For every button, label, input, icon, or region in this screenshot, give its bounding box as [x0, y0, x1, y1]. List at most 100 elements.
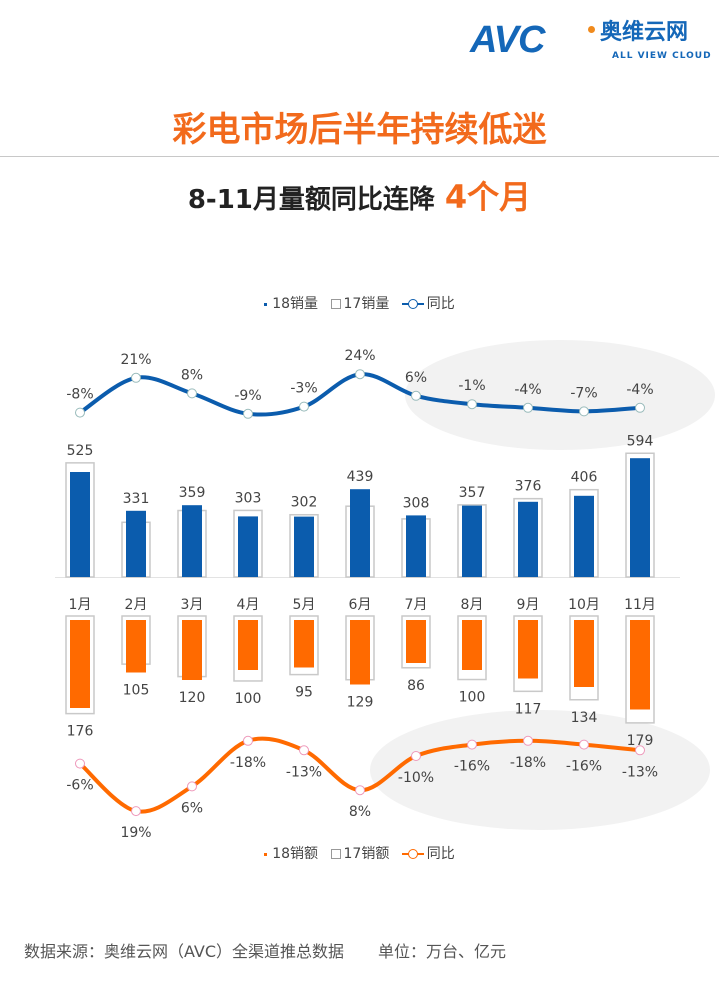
yoy-point: [187, 781, 197, 792]
value-label: 117: [515, 701, 542, 717]
footer: 数据来源：奥维云网（AVC）全渠道推总数据 单位：万台、亿元: [24, 942, 506, 962]
yoy-label: 19%: [120, 825, 151, 841]
yoy-label: 8%: [349, 804, 371, 820]
logo-cn: 奥维云网: [600, 20, 689, 45]
yoy-point: [579, 406, 589, 417]
month-label: 11月: [624, 597, 656, 613]
value-label: 357: [459, 485, 486, 501]
subtitle-highlight: 4个月: [444, 178, 532, 216]
value-label: 302: [291, 495, 318, 511]
highlight-ellipse: [370, 710, 710, 830]
value-label: 359: [179, 485, 206, 501]
legend-label: 18销额: [272, 846, 319, 862]
legend-item-18-volume: 18销量: [264, 296, 318, 312]
yoy-label: -1%: [458, 378, 485, 394]
line-marker-icon: [401, 849, 424, 859]
yoy-point: [467, 739, 477, 750]
bar-18-volume: [574, 495, 594, 577]
legend-label: 同比: [426, 846, 455, 862]
month-label: 8月: [461, 597, 484, 613]
bar-18-volume: [238, 516, 258, 577]
value-label: 100: [459, 690, 486, 706]
yoy-point: [523, 735, 533, 746]
yoy-point: [523, 402, 533, 413]
month-label: 6月: [349, 597, 372, 613]
unit-note: 单位：万台、亿元: [378, 942, 507, 961]
subtitle-text: 8-11月量额同比连降: [187, 185, 435, 215]
value-label: 331: [123, 491, 150, 507]
month-label: 7月: [405, 597, 428, 613]
value-label: 95: [295, 685, 313, 701]
month-label: 9月: [517, 597, 540, 613]
yoy-label: 6%: [405, 370, 427, 386]
bar-18-amount: [518, 620, 538, 679]
bar-18-amount: [294, 620, 314, 668]
value-label: 134: [571, 710, 598, 726]
month-label: 4月: [237, 597, 260, 613]
bar-swatch-icon: [264, 852, 268, 856]
bar-18-amount: [574, 620, 594, 687]
legend-volume: 18销量 17销量 同比: [0, 295, 719, 313]
value-label: 176: [67, 724, 94, 740]
yoy-point: [75, 758, 85, 769]
yoy-point: [75, 407, 85, 418]
legend-item-18-amount: 18销额: [264, 846, 318, 862]
yoy-label: -13%: [622, 764, 658, 780]
yoy-label: -13%: [286, 764, 322, 780]
value-label: 525: [67, 443, 94, 459]
bar-18-volume: [182, 505, 202, 577]
bar-18-amount: [182, 620, 202, 680]
yoy-label: -8%: [66, 387, 93, 403]
bar-18-amount: [126, 620, 146, 673]
bar-18-volume: [630, 458, 650, 577]
bar-18-amount: [462, 620, 482, 670]
line-marker-icon: [401, 299, 424, 309]
yoy-point: [411, 390, 421, 401]
bar-18-amount: [238, 620, 258, 670]
yoy-point: [467, 399, 477, 410]
legend-label: 同比: [426, 296, 455, 312]
legend-item-17-volume: 17销量: [330, 296, 390, 312]
logo-dot-icon: [588, 26, 595, 33]
legend-item-yoy: 同比: [401, 846, 455, 862]
yoy-point: [635, 402, 645, 413]
month-label: 3月: [181, 597, 204, 613]
page-title: 彩电市场后半年持续低迷: [172, 110, 547, 150]
box-swatch-icon: [330, 849, 341, 859]
bar-18-volume: [462, 505, 482, 577]
yoy-label: -16%: [454, 759, 490, 775]
yoy-label: -9%: [234, 388, 261, 404]
highlight-ellipse: [405, 340, 715, 450]
yoy-label: 24%: [344, 348, 375, 364]
yoy-label: 8%: [181, 367, 203, 383]
legend-item-yoy: 同比: [401, 296, 455, 312]
yoy-point: [579, 739, 589, 750]
month-label: 2月: [125, 597, 148, 613]
yoy-label: -16%: [566, 759, 602, 775]
value-label: 86: [407, 678, 425, 694]
yoy-label: -10%: [398, 770, 434, 786]
legend-amount: 18销额 17销额 同比: [0, 845, 719, 863]
bar-18-volume: [126, 510, 146, 577]
yoy-point: [355, 369, 365, 380]
yoy-point: [243, 408, 253, 419]
legend-label: 17销量: [343, 296, 390, 312]
legend-label: 18销量: [272, 296, 319, 312]
legend-label: 17销额: [343, 846, 390, 862]
bar-18-amount: [350, 620, 370, 685]
value-label: 376: [515, 479, 542, 495]
bar-18-amount: [406, 620, 426, 663]
value-label: 308: [403, 495, 430, 511]
logo-mark: AVC: [470, 19, 545, 61]
value-label: 100: [235, 691, 262, 707]
bar-18-amount: [630, 620, 650, 710]
value-label: 179: [627, 733, 654, 749]
bar-18-volume: [350, 489, 370, 577]
yoy-label: 6%: [181, 800, 203, 816]
yoy-point: [131, 806, 141, 817]
value-label: 439: [347, 469, 374, 485]
yoy-label: -18%: [230, 755, 266, 771]
value-label: 406: [571, 470, 598, 486]
bar-swatch-icon: [264, 302, 268, 306]
